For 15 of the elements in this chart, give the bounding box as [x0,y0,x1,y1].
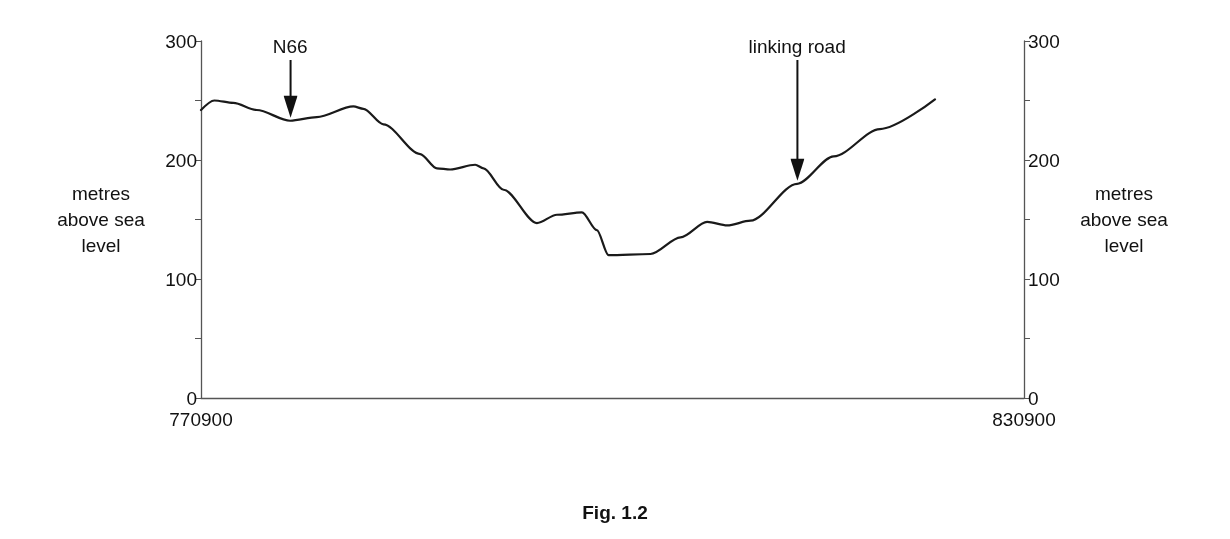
text: Fig. 1.2 [582,502,648,523]
y2-axis-title: metres above sea level [1080,183,1169,256]
y-tick-label: 200 [165,149,197,171]
y2-tick-label: 200 [1028,149,1060,171]
y-tick-label: 300 [165,30,197,52]
y-tick-label: 0 [186,387,197,409]
annotation: N66 [272,36,308,59]
y2-tick-label: 0 [1028,387,1039,409]
y2-tick-label: 300 [1028,30,1060,52]
y-axis-title: metres above sea level [57,183,146,256]
x-tick-label: 770900 [169,409,233,430]
annotation: linking road [748,36,846,59]
y2-tick-label: 100 [1028,268,1060,290]
x-tick-label: 830900 [992,409,1056,430]
y-tick-label: 100 [165,268,197,290]
